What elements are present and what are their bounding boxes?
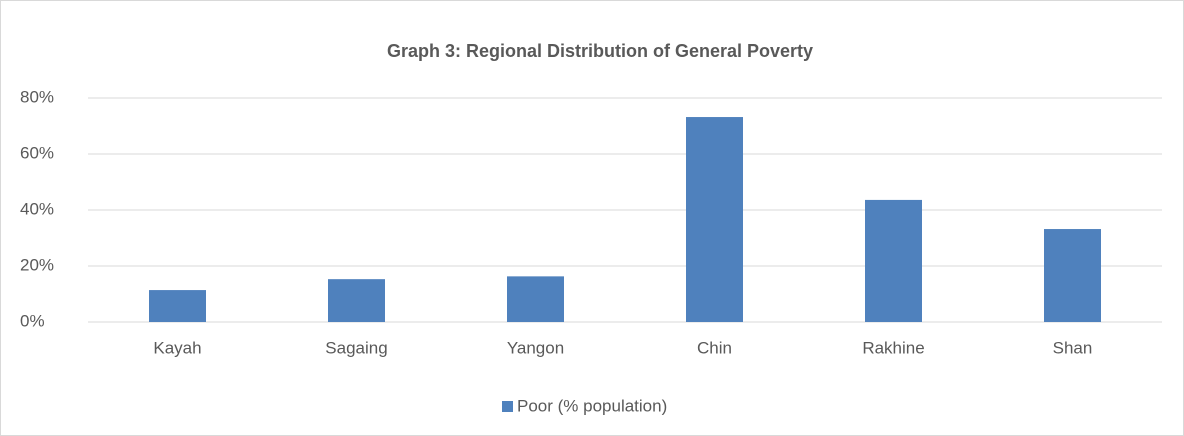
y-tick-label: 80% [20, 87, 54, 106]
bar [328, 279, 385, 322]
x-tick-label: Chin [697, 338, 732, 357]
bar [507, 276, 564, 322]
x-tick-label: Sagaing [325, 338, 387, 357]
bar [149, 290, 206, 322]
y-tick-label: 0% [20, 311, 45, 330]
bar [865, 199, 922, 322]
bar [686, 117, 743, 322]
x-tick-label: Rakhine [862, 338, 924, 357]
y-tick-label: 60% [20, 143, 54, 162]
bar [1044, 229, 1101, 322]
legend-label: Poor (% population) [517, 396, 667, 415]
y-tick-label: 20% [20, 255, 54, 274]
y-tick-label: 40% [20, 199, 54, 218]
x-tick-label: Kayah [153, 338, 201, 357]
x-tick-label: Shan [1053, 338, 1093, 357]
legend-swatch [502, 401, 513, 412]
x-tick-label: Yangon [507, 338, 564, 357]
chart-title: Graph 3: Regional Distribution of Genera… [387, 41, 813, 61]
